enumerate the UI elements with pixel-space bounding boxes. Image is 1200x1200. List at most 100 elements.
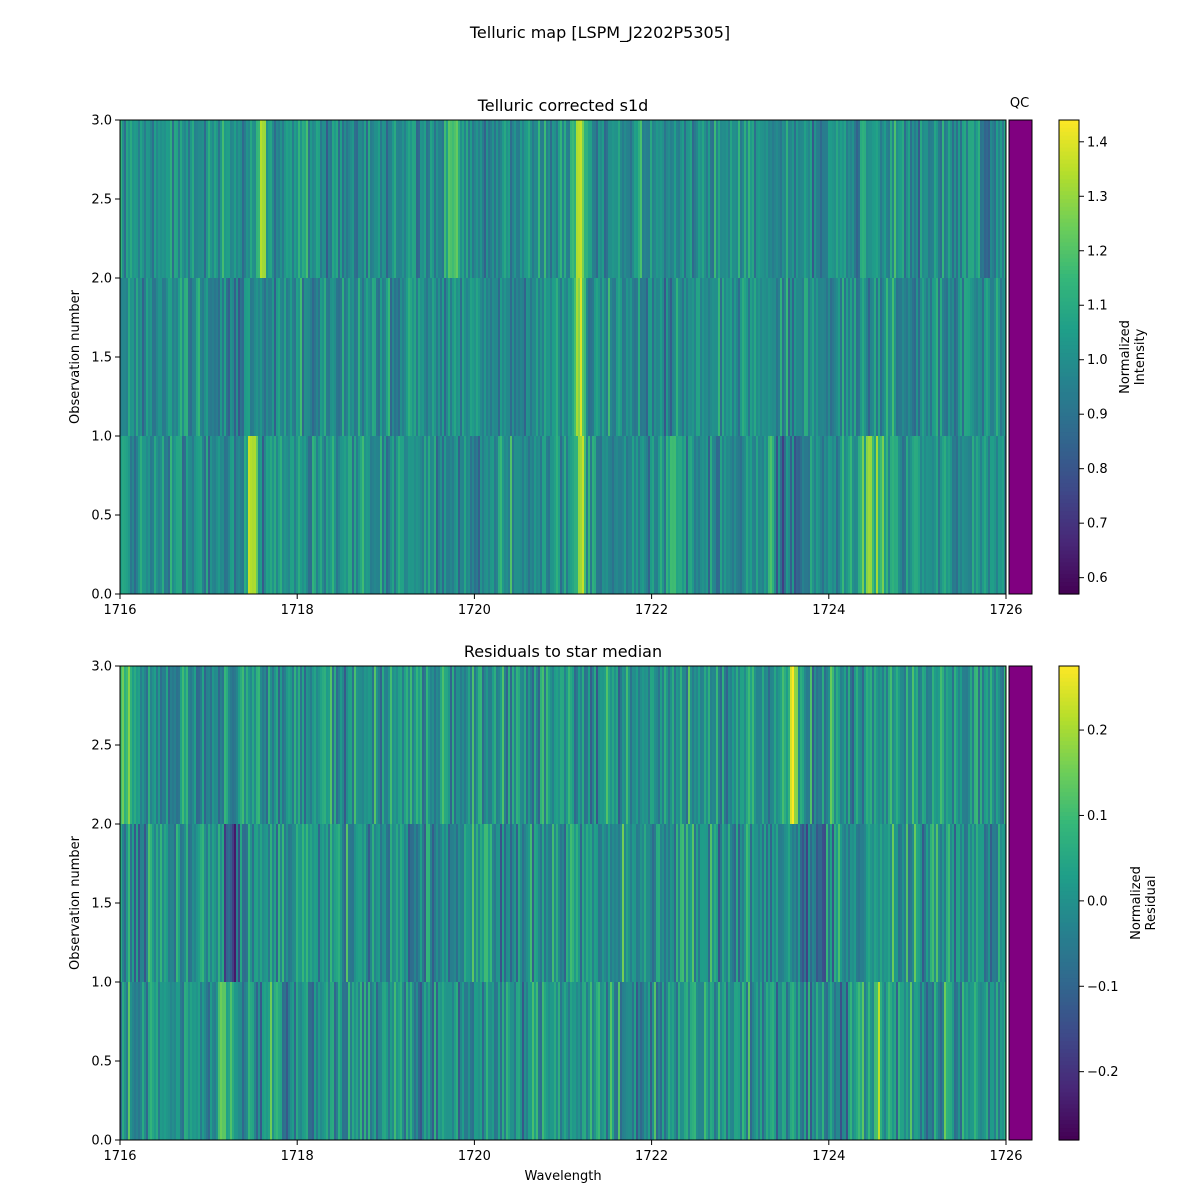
heatmap-cell [534, 666, 537, 824]
heatmap-cell [264, 120, 267, 278]
heatmap-cell [234, 278, 237, 436]
heatmap-cell [842, 278, 845, 436]
heatmap-cell [940, 666, 943, 824]
heatmap-cell [436, 120, 439, 278]
heatmap-cell [608, 278, 611, 436]
qc-label: QC [1010, 96, 1029, 111]
heatmap-cell [636, 982, 639, 1140]
heatmap-cell [216, 120, 219, 278]
heatmap-cell [458, 666, 461, 824]
heatmap-cell [778, 666, 781, 824]
heatmap-cell [702, 824, 705, 982]
heatmap-cell [688, 666, 691, 824]
heatmap-cell [856, 824, 859, 982]
heatmap-cell [190, 666, 193, 824]
heatmap-cell [692, 278, 695, 436]
heatmap-cell [608, 982, 611, 1140]
heatmap-cell [848, 824, 851, 982]
heatmap-cell [744, 666, 747, 824]
heatmap-cell [860, 982, 863, 1140]
heatmap-cell [242, 982, 245, 1140]
heatmap-cell [702, 120, 705, 278]
colorbar-segment [1059, 550, 1079, 556]
heatmap-cell [702, 436, 705, 594]
heatmap-cell [946, 120, 949, 278]
heatmap-cell [292, 120, 295, 278]
heatmap-cell [354, 982, 357, 1140]
heatmap-cell [794, 982, 797, 1140]
heatmap-cell [628, 666, 631, 824]
heatmap-cell [916, 982, 919, 1140]
heatmap-cell [820, 278, 823, 436]
heatmap-cell [676, 120, 679, 278]
colorbar-segment [1059, 171, 1079, 176]
heatmap-cell [722, 436, 725, 594]
heatmap-cell [240, 278, 243, 436]
heatmap-cell [302, 120, 305, 278]
heatmap-cell [984, 120, 987, 278]
heatmap-cell [194, 982, 197, 1140]
heatmap-cell [496, 666, 499, 824]
heatmap-cell [356, 436, 359, 594]
heatmap-cell [554, 666, 557, 824]
heatmap-cell [746, 120, 749, 278]
heatmap-cell [440, 666, 443, 824]
heatmap-cell [532, 824, 535, 982]
colorbar-segment [1059, 400, 1079, 405]
heatmap-cell [932, 436, 935, 594]
heatmap-cell [296, 824, 299, 982]
colorbar-segment [1059, 910, 1079, 916]
heatmap-cell [732, 436, 735, 594]
heatmap-cell [418, 120, 421, 278]
heatmap-cell [272, 120, 275, 278]
heatmap-cell [340, 278, 343, 436]
heatmap-cell [254, 120, 257, 278]
heatmap-cell [326, 666, 329, 824]
colorbar-tick-label: 1.2 [1087, 244, 1108, 259]
heatmap-cell [384, 278, 387, 436]
heatmap-cell [348, 982, 351, 1140]
heatmap-cell [302, 666, 305, 824]
heatmap-cell [168, 120, 171, 278]
heatmap-cell [936, 982, 939, 1140]
heatmap-cell [466, 120, 469, 278]
heatmap-cell [778, 982, 781, 1140]
heatmap-cell [894, 120, 897, 278]
heatmap-cell [964, 982, 967, 1140]
heatmap-cell [520, 824, 523, 982]
heatmap-cell [234, 982, 237, 1140]
heatmap-cell [286, 666, 289, 824]
heatmap-cell [426, 824, 429, 982]
heatmap-cell [322, 666, 325, 824]
colorbar-segment [1059, 301, 1079, 307]
heatmap-cell [750, 120, 753, 278]
heatmap-cell [156, 120, 159, 278]
heatmap-cell [660, 982, 663, 1140]
heatmap-cell [122, 120, 125, 278]
heatmap-cell [568, 120, 571, 278]
heatmap-cell [560, 436, 563, 594]
heatmap-cell [504, 436, 507, 594]
colorbar-segment [1059, 745, 1079, 750]
heatmap-cell [928, 666, 931, 824]
heatmap-cell [500, 278, 503, 436]
heatmap-cell [774, 278, 777, 436]
heatmap-cell [722, 982, 725, 1140]
colorbar-segment [1059, 1132, 1079, 1137]
heatmap-cell [798, 436, 801, 594]
heatmap-cell [926, 278, 929, 436]
heatmap-cell [362, 436, 365, 594]
heatmap-cell [766, 982, 769, 1140]
heatmap-cell [294, 120, 297, 278]
heatmap-cell [740, 278, 743, 436]
heatmap-cell [792, 982, 795, 1140]
heatmap-cell [160, 824, 163, 982]
heatmap-cell [1000, 278, 1003, 436]
heatmap-cell [704, 982, 707, 1140]
heatmap-cell [946, 666, 949, 824]
heatmap-cell [806, 824, 809, 982]
heatmap-cell [412, 982, 415, 1140]
heatmap-cell [946, 824, 949, 982]
heatmap-cell [920, 982, 923, 1140]
heatmap-cell [750, 824, 753, 982]
